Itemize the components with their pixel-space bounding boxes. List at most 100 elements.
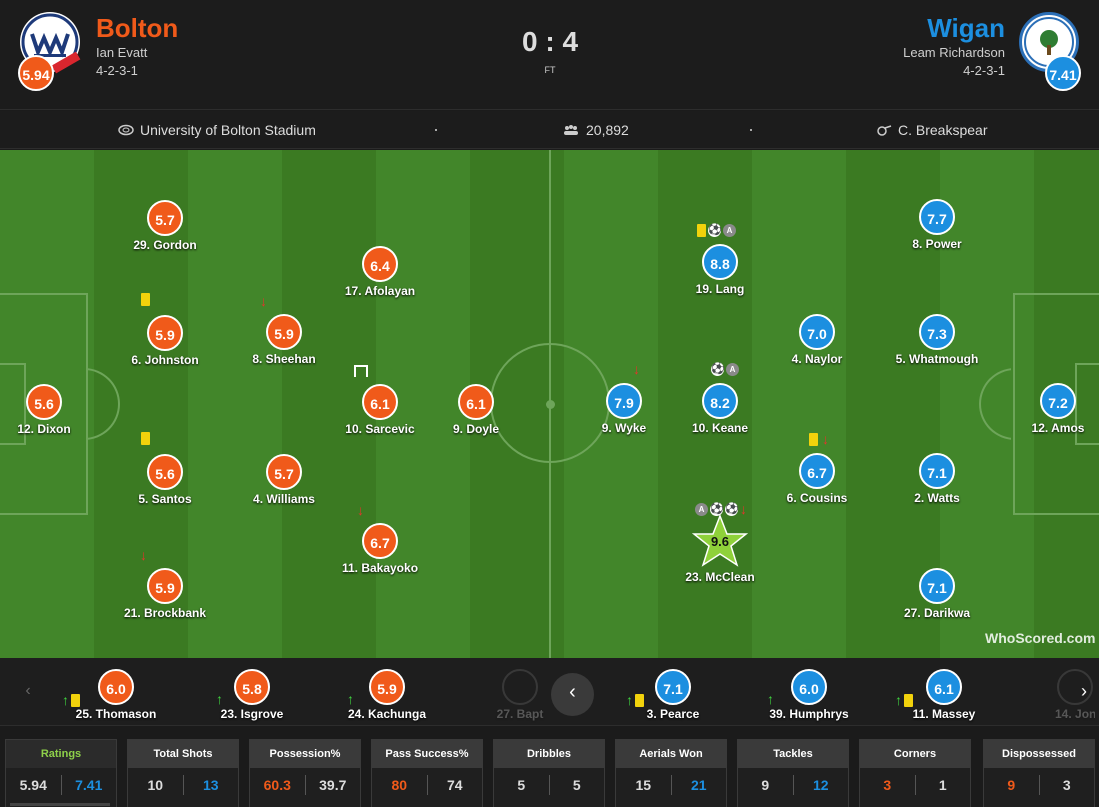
player-darikwa[interactable]: 7.1 27. Darikwa <box>877 568 997 620</box>
player-rating: 7.1 <box>919 453 955 489</box>
player-brockbank[interactable]: 5.9 21. Brockbank <box>105 568 225 620</box>
player-name: 19. Lang <box>695 282 745 296</box>
away-team-name[interactable]: Wigan <box>927 13 1005 43</box>
player-rating: 8.2 <box>702 383 738 419</box>
player-santos[interactable]: 5.6 5. Santos <box>105 454 225 506</box>
stat-label: Possession% <box>250 740 360 768</box>
player-rating: 5.6 <box>147 454 183 490</box>
referee-info: C. Breakspear <box>876 122 987 138</box>
player-rating: 7.0 <box>799 314 835 350</box>
player-johnston[interactable]: 5.9 6. Johnston <box>105 315 225 367</box>
player-name: 23. Isgrove <box>220 707 284 721</box>
player-whatmough[interactable]: 7.3 5. Whatmough <box>877 314 997 366</box>
sub-jon[interactable]: 14. Jon <box>1055 669 1095 721</box>
player-watts[interactable]: 7.1 2. Watts <box>877 453 997 505</box>
stat-away-value: 7.41 <box>75 777 103 793</box>
yellow-card-icon <box>809 432 818 446</box>
stat-corners[interactable]: Corners 3 1 <box>859 739 971 807</box>
player-name: 29. Gordon <box>133 238 197 252</box>
sub-pearce[interactable]: 7.1 3. Pearce <box>613 669 733 721</box>
player-name: 6. Cousins <box>786 491 848 505</box>
player-keane[interactable]: 8.2 10. Keane <box>660 383 780 435</box>
player-name: 21. Brockbank <box>123 606 207 620</box>
player-afolayan[interactable]: 6.4 17. Afolayan <box>320 246 440 298</box>
player-doyle[interactable]: 6.1 9. Doyle <box>416 384 536 436</box>
yellow-card-icon <box>904 693 913 707</box>
player-name: 39. Humphrys <box>769 707 849 721</box>
player-name: 10. Sarcevic <box>345 422 415 436</box>
player-williams[interactable]: 5.7 4. Williams <box>224 454 344 506</box>
goal-ball-icon: ⚽ <box>711 363 725 376</box>
player-dixon[interactable]: 5.6 12. Dixon <box>0 384 104 436</box>
chevron-left-icon[interactable]: ‹ <box>551 673 594 716</box>
player-sarcevic[interactable]: 6.1 10. Sarcevic <box>320 384 440 436</box>
sub-on-arrow-icon: ↑ <box>626 692 633 708</box>
player-mcclean[interactable]: 9.6 23. McClean <box>660 514 780 584</box>
match-info-bar: University of Bolton Stadium 20,892 C. B… <box>0 111 1099 149</box>
home-six-yard-box <box>0 363 26 445</box>
stat-home-value: 5 <box>517 777 526 793</box>
stat-dispossessed[interactable]: Dispossessed 9 3 <box>983 739 1095 807</box>
player-power[interactable]: 7.7 8. Power <box>877 199 997 251</box>
sub-kachunga[interactable]: 5.9 24. Kachunga <box>327 669 447 721</box>
stat-total-shots[interactable]: Total Shots 10 13 <box>127 739 239 807</box>
player-rating: 7.2 <box>1040 383 1076 419</box>
separator-dot <box>750 129 752 131</box>
sub-isgrove[interactable]: 5.8 23. Isgrove <box>192 669 312 721</box>
stat-dribbles[interactable]: Dribbles 5 5 <box>493 739 605 807</box>
goal-ball-icon: ⚽ <box>725 502 739 516</box>
player-rating: 5.7 <box>266 454 302 490</box>
stat-away-value: 3 <box>1062 777 1071 793</box>
home-team-rating: 5.94 <box>18 55 54 91</box>
home-team-name[interactable]: Bolton <box>96 13 179 43</box>
stat-aerials-won[interactable]: Aerials Won 15 21 <box>615 739 727 807</box>
stat-away-value: 5 <box>572 777 581 793</box>
referee-name: C. Breakspear <box>898 122 988 138</box>
yellow-card-icon <box>71 693 80 707</box>
stat-pass-success[interactable]: Pass Success% 80 74 <box>371 739 483 807</box>
thomason-events: ↑ <box>62 693 80 707</box>
player-wyke[interactable]: 7.9 9. Wyke <box>564 383 684 435</box>
pitch-stripe <box>752 150 846 658</box>
player-name: 5. Santos <box>138 492 192 506</box>
player-rating: 6.7 <box>799 453 835 489</box>
assist-icon: A <box>695 502 708 516</box>
player-rating: 6.7 <box>362 523 398 559</box>
player-rating: 6.0 <box>791 669 827 705</box>
player-amos[interactable]: 7.2 12. Amos <box>998 383 1099 435</box>
player-rating: 7.1 <box>919 568 955 604</box>
player-rating: 5.9 <box>369 669 405 705</box>
stat-possession[interactable]: Possession% 60.3 39.7 <box>249 739 361 807</box>
chevron-left-icon[interactable]: ‹ <box>25 682 31 699</box>
attendance-info: 20,892 <box>562 122 629 138</box>
player-cousins[interactable]: 6.7 6. Cousins <box>757 453 877 505</box>
sub-humphrys[interactable]: 6.0 39. Humphrys <box>749 669 869 721</box>
player-name: 9. Doyle <box>452 422 500 436</box>
sub-massey[interactable]: 6.1 11. Massey <box>884 669 1004 721</box>
mcclean-events: A ⚽ ⚽ ↓ <box>695 502 747 516</box>
stat-label: Dispossessed <box>984 740 1094 768</box>
player-lang[interactable]: 8.8 19. Lang <box>660 244 780 296</box>
stat-label: Total Shots <box>128 740 238 768</box>
stat-ratings[interactable]: Ratings 5.94 7.41 <box>5 739 117 807</box>
pitch-stripe <box>188 150 282 658</box>
stat-tackles[interactable]: Tackles 9 12 <box>737 739 849 807</box>
sub-on-arrow-icon: ↑ <box>347 691 354 707</box>
away-manager: Leam Richardson <box>903 45 1005 60</box>
sub-thomason[interactable]: 6.0 25. Thomason <box>56 669 176 721</box>
assist-icon: A <box>723 224 736 237</box>
player-name: 12. Dixon <box>17 422 71 436</box>
goal-ball-icon: ⚽ <box>708 224 722 237</box>
player-rating: 7.3 <box>919 314 955 350</box>
sub-bapt[interactable]: 27. Bapt <box>460 669 580 721</box>
man-of-match-star-icon: 9.6 <box>692 514 748 568</box>
home-manager: Ian Evatt <box>96 45 148 60</box>
player-gordon[interactable]: 5.7 29. Gordon <box>105 200 225 252</box>
player-bakayoko[interactable]: 6.7 11. Bakayoko <box>320 523 440 575</box>
player-naylor[interactable]: 7.0 4. Naylor <box>757 314 877 366</box>
chevron-right-icon[interactable]: › <box>1081 681 1087 701</box>
player-name: 11. Bakayoko <box>341 561 419 575</box>
player-sheehan[interactable]: 5.9 8. Sheehan <box>224 314 344 366</box>
stat-away-value: 1 <box>938 777 947 793</box>
sub-off-arrow-icon: ↓ <box>633 361 640 377</box>
